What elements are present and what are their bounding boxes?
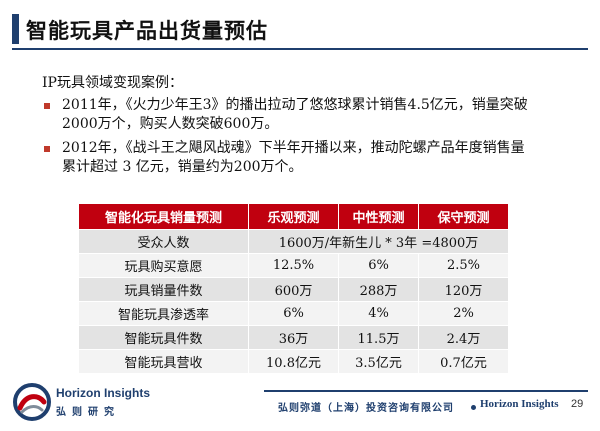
row-label: 智能玩具件数	[78, 325, 249, 350]
horizon-swirl-logo-icon	[13, 383, 51, 421]
cell-optimistic: 36万	[248, 325, 339, 350]
row-label: 受众人数	[78, 229, 249, 254]
header-neutral: 中性预测	[338, 203, 419, 230]
logo-chinese-name: 弘则研究	[56, 407, 120, 418]
cell-neutral: 288万	[338, 277, 419, 302]
bullet-text-line: 2011年，《火力少年王3》的播出拉动了悠悠球累计销售4.5亿元，销量突破	[62, 97, 528, 113]
row-label: 智能玩具渗透率	[78, 301, 249, 326]
bullet-list: 2011年，《火力少年王3》的播出拉动了悠悠球累计销售4.5亿元，销量突破 20…	[42, 96, 582, 182]
intro-heading: IP玩具领域变现案例：	[42, 75, 183, 91]
table-row: 智能玩具件数 36万 11.5万 2.4万	[78, 325, 509, 350]
cell-conservative: 0.7亿元	[418, 349, 509, 374]
cell-neutral: 6%	[338, 253, 419, 278]
footer-brand-name: Horizon Insights	[480, 398, 559, 410]
cell-conservative: 2.5%	[418, 253, 509, 278]
audience-value: 1600万/年新生儿 * 3年 =4800万	[248, 229, 509, 254]
cell-optimistic: 10.8亿元	[248, 349, 339, 374]
header-metric: 智能化玩具销量预测	[78, 203, 249, 230]
cell-neutral: 11.5万	[338, 325, 419, 350]
cell-optimistic: 12.5%	[248, 253, 339, 278]
page-number: 29	[571, 398, 584, 410]
footer-divider	[264, 390, 588, 392]
table-header-row: 智能化玩具销量预测 乐观预测 中性预测 保守预测	[78, 203, 509, 230]
forecast-table: 智能化玩具销量预测 乐观预测 中性预测 保守预测 受众人数 1600万/年新生儿…	[78, 203, 509, 374]
header-optimistic: 乐观预测	[248, 203, 339, 230]
row-label: 智能玩具营收	[78, 349, 249, 374]
table-row: 智能玩具渗透率 6% 4% 2%	[78, 301, 509, 326]
footer-separator-dot	[471, 405, 476, 410]
cell-optimistic: 600万	[248, 277, 339, 302]
page-title: 智能玩具产品出货量预估	[26, 19, 268, 43]
table-row-audience: 受众人数 1600万/年新生儿 * 3年 =4800万	[78, 229, 509, 254]
bullet-square-icon	[44, 146, 50, 152]
bullet-text-line: 2012年，《战斗王之飓风战魂》下半年开播以来，推动陀螺产品年度销售量	[62, 140, 525, 156]
cell-neutral: 4%	[338, 301, 419, 326]
bullet-item-2011: 2011年，《火力少年王3》的播出拉动了悠悠球累计销售4.5亿元，销量突破 20…	[42, 96, 582, 134]
bullet-text-line: 累计超过 3 亿元，销量约为200万个。	[62, 159, 303, 175]
table-row: 智能玩具营收 10.8亿元 3.5亿元 0.7亿元	[78, 349, 509, 374]
header-conservative: 保守预测	[418, 203, 509, 230]
row-label: 玩具购买意愿	[78, 253, 249, 278]
table-row: 玩具销量件数 600万 288万 120万	[78, 277, 509, 302]
cell-conservative: 120万	[418, 277, 509, 302]
logo-english-name: Horizon Insights	[56, 386, 150, 400]
cell-conservative: 2.4万	[418, 325, 509, 350]
cell-optimistic: 6%	[248, 301, 339, 326]
table-row: 玩具购买意愿 12.5% 6% 2.5%	[78, 253, 509, 278]
title-bar: 智能玩具产品出货量预估	[12, 6, 588, 50]
bullet-text-line: 2000万个，购买人数突破600万。	[62, 116, 279, 132]
bullet-item-2012: 2012年，《战斗王之飓风战魂》下半年开播以来，推动陀螺产品年度销售量 累计超过…	[42, 139, 582, 177]
cell-neutral: 3.5亿元	[338, 349, 419, 374]
row-label: 玩具销量件数	[78, 277, 249, 302]
cell-conservative: 2%	[418, 301, 509, 326]
footer-company-name: 弘则弥道（上海）投资咨询有限公司	[278, 403, 454, 414]
title-accent-bar	[12, 14, 19, 44]
bullet-square-icon	[44, 103, 50, 109]
